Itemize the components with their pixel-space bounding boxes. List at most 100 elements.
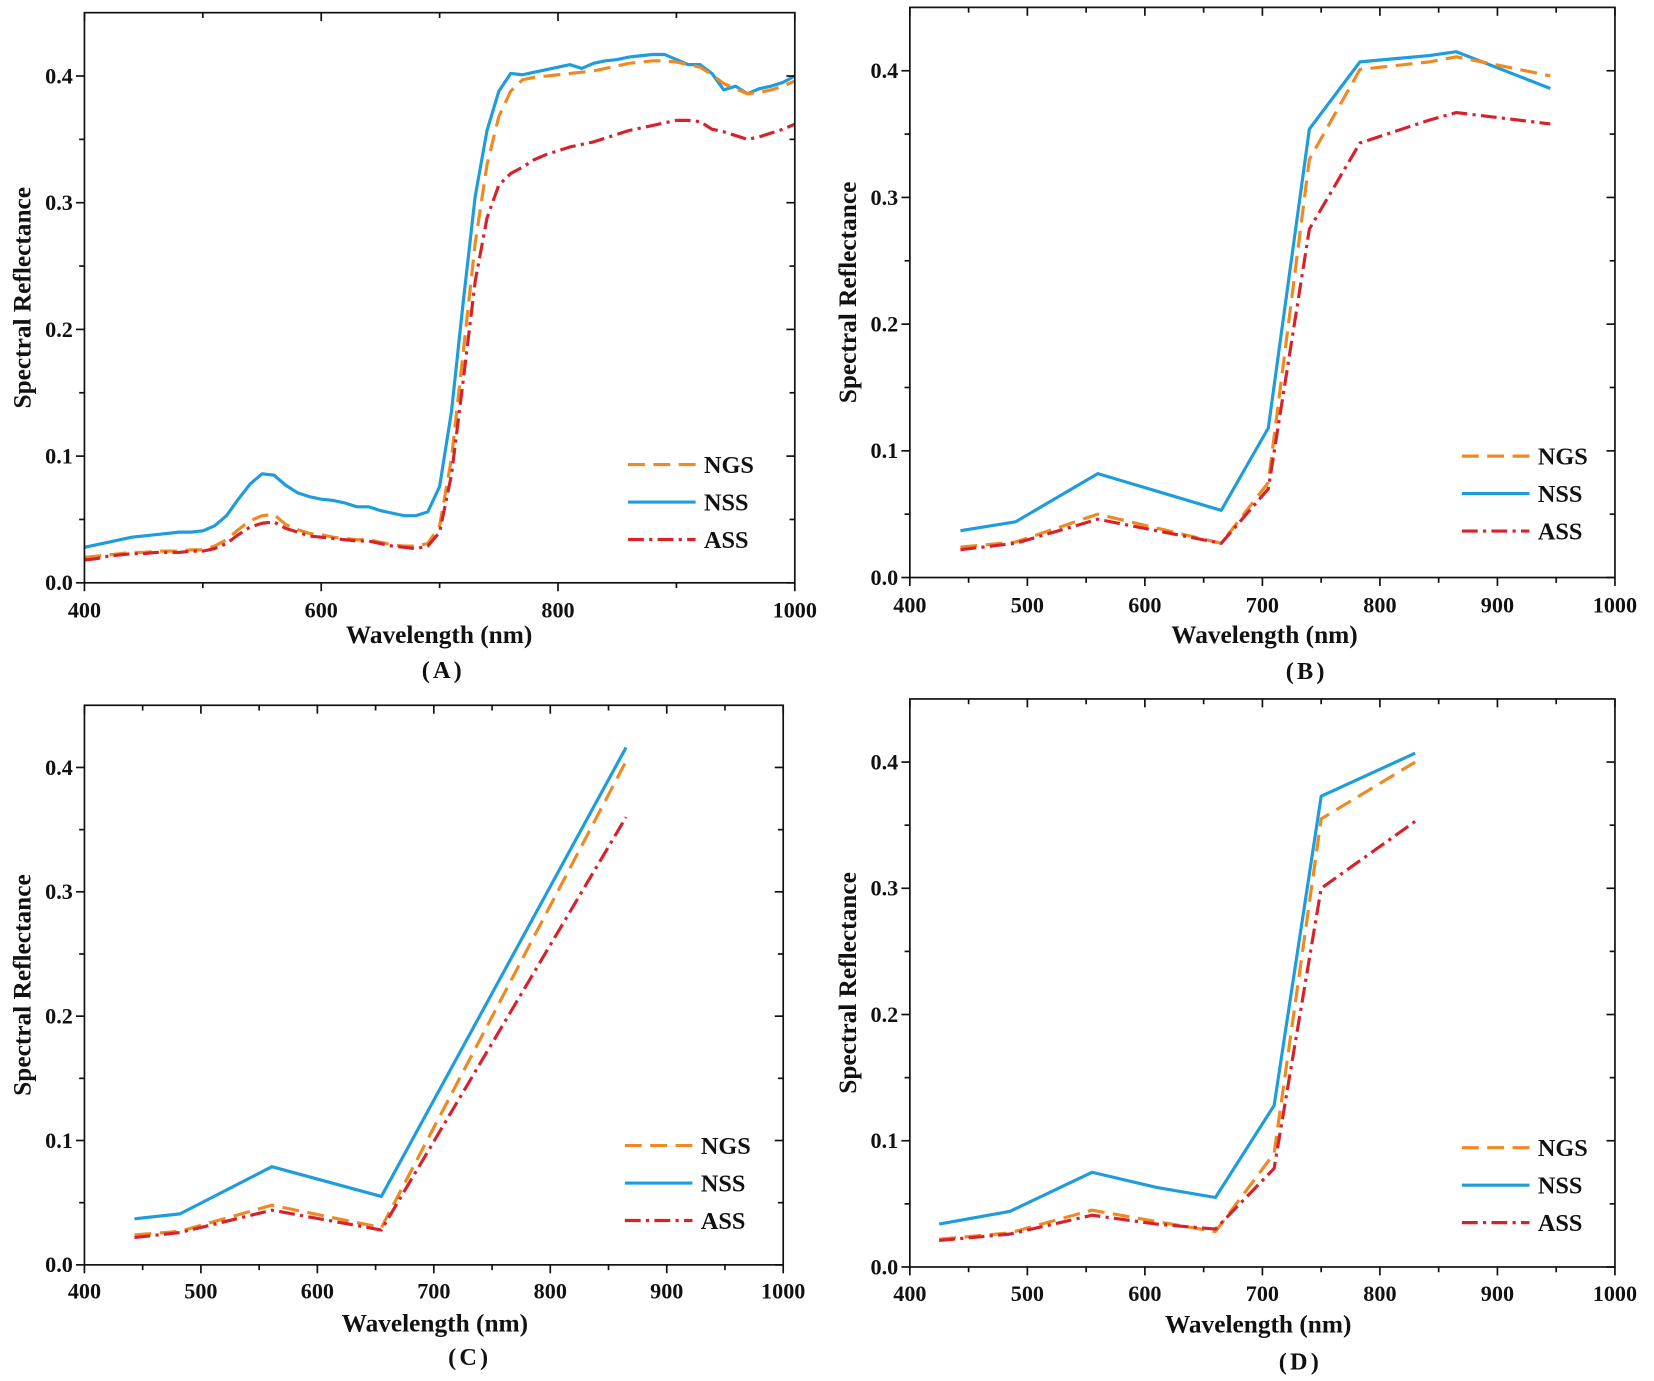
legend: NGS NSS ASS (624, 1133, 751, 1235)
y-axis-label: Spectral Reflectance (9, 187, 37, 409)
y-tick-label: 0.3 (45, 879, 73, 904)
x-axis-label: Wavelength (nm) (342, 1309, 528, 1337)
y-axis-label: Spectral Reflectance (834, 182, 862, 404)
legend-entry-nss: NSS (1461, 481, 1583, 508)
legend-entry-ngs: NGS (628, 452, 754, 479)
y-tick-label: 0.4 (871, 58, 899, 83)
x-tick-label: 800 (534, 1279, 567, 1304)
series-line-nss (938, 751, 1416, 1226)
legend-label-ngs: NGS (704, 452, 754, 479)
x-tick-label: 600 (305, 598, 338, 623)
y-tick-label: 0.4 (871, 749, 899, 774)
series-line-nss (960, 50, 1551, 533)
legend-label-ass: ASS (1538, 1210, 1583, 1237)
panel-label: (C) (448, 1344, 491, 1371)
y-tick-label: 0.2 (871, 312, 899, 337)
plot-area: 400 500 600 700 800 900 1000 0.0 0.1 0.2 0.3 0.4 (871, 698, 1637, 1306)
series-line-nss (134, 746, 628, 1221)
x-axis-label: Wavelength (nm) (1165, 1310, 1351, 1338)
y-tick-label: 0.1 (871, 438, 899, 463)
series-line-ngs (134, 760, 628, 1237)
plot-frame (83, 704, 785, 1266)
legend-entry-ngs: NGS (624, 1133, 751, 1160)
x-tick-label: 700 (1246, 1281, 1279, 1306)
legend-entry-nss: NSS (628, 489, 749, 516)
legend-label-ngs: NGS (701, 1133, 751, 1160)
y-tick-label: 0.2 (871, 1002, 899, 1027)
plot-area: 400 500 600 700 800 900 1000 0.0 0.1 0.2 0.3 0.4 (871, 6, 1637, 617)
y-tick-label: 0.2 (45, 1004, 73, 1029)
legend-label-ass: ASS (704, 527, 749, 554)
legend: NGS NSS ASS (628, 452, 754, 554)
y-tick-label: 0.0 (45, 1252, 73, 1277)
y-axis-label: Spectral Reflectance (834, 872, 862, 1094)
x-tick-label: 800 (541, 598, 574, 623)
legend-label-ass: ASS (701, 1208, 746, 1235)
y-tick-label: 0.1 (871, 1128, 899, 1153)
series-line-ass (134, 816, 628, 1240)
y-tick-label: 0.3 (45, 190, 73, 215)
x-tick-label: 800 (1363, 592, 1396, 617)
series-line-nss (84, 52, 796, 549)
series-line-ngs (939, 760, 1416, 1241)
y-tick-label: 0.4 (45, 755, 73, 780)
series-line-ass (84, 118, 796, 562)
x-tick-label: 1000 (1593, 592, 1637, 617)
x-tick-label: 900 (1481, 592, 1514, 617)
legend-label-nss: NSS (1538, 1173, 1583, 1200)
x-tick-label: 400 (893, 1281, 926, 1306)
y-tick-label: 0.0 (871, 1254, 899, 1279)
x-tick-label: 1000 (1593, 1281, 1637, 1306)
y-tick-label: 0.1 (45, 1128, 73, 1153)
x-tick-label: 500 (184, 1279, 217, 1304)
legend-label-ngs: NGS (1538, 444, 1588, 471)
series-line-ass (960, 110, 1551, 552)
legend-entry-ass: ASS (628, 527, 749, 554)
y-tick-label: 0.3 (871, 876, 899, 901)
y-tick-label: 0.0 (45, 570, 73, 595)
panel-b: 400 500 600 700 800 900 1000 0.0 0.1 0.2 0.3 0.4 NG… (834, 6, 1637, 685)
legend: NGS NSS ASS (1461, 1135, 1588, 1237)
panel-label: (B) (1286, 658, 1328, 685)
x-tick-label: 600 (1128, 1281, 1161, 1306)
x-tick-label: 1000 (761, 1279, 805, 1304)
legend-entry-ass: ASS (1461, 1210, 1583, 1237)
x-tick-label: 800 (1363, 1281, 1396, 1306)
panel-a: 400 600 800 1000 0.0 0.1 0.2 0.3 0.4 NGS NSS ASS S… (9, 11, 817, 684)
legend-entry-nss: NSS (1461, 1173, 1583, 1200)
x-tick-label: 900 (650, 1279, 683, 1304)
series-line-ass (939, 820, 1417, 1243)
x-tick-label: 500 (1011, 592, 1044, 617)
plot-frame (909, 698, 1616, 1268)
legend-entry-ass: ASS (624, 1208, 746, 1235)
legend-label-nss: NSS (1538, 481, 1583, 508)
x-tick-label: 400 (68, 1279, 101, 1304)
x-tick-label: 600 (1128, 592, 1161, 617)
panel-d: 400 500 600 700 800 900 1000 0.0 0.1 0.2 0.3 0.4 NG… (834, 698, 1637, 1375)
legend-entry-ngs: NGS (1461, 444, 1588, 471)
y-tick-label: 0.4 (45, 63, 73, 88)
legend-label-nss: NSS (701, 1170, 746, 1197)
x-axis-label: Wavelength (nm) (1171, 621, 1357, 649)
legend: NGS NSS ASS (1461, 444, 1588, 546)
legend-label-nss: NSS (704, 489, 749, 516)
panel-label: (D) (1279, 1348, 1322, 1375)
panel-c: 400 500 600 700 800 900 1000 0.0 0.1 0.2 0.3 0.4 NG… (9, 704, 805, 1371)
plot-area: 400 600 800 1000 0.0 0.1 0.2 0.3 0.4 (45, 11, 817, 623)
x-tick-label: 400 (68, 598, 101, 623)
plot-area: 400 500 600 700 800 900 1000 0.0 0.1 0.2 0.3 0.4 (45, 704, 805, 1304)
plot-frame (83, 11, 796, 584)
y-tick-label: 0.2 (45, 317, 73, 342)
x-tick-label: 400 (893, 592, 926, 617)
x-tick-label: 900 (1481, 1281, 1514, 1306)
x-tick-label: 700 (417, 1279, 450, 1304)
x-tick-label: 1000 (773, 598, 817, 623)
y-axis-label: Spectral Reflectance (9, 874, 37, 1096)
legend-label-ngs: NGS (1538, 1135, 1588, 1162)
legend-entry-ass: ASS (1461, 519, 1582, 546)
panel-label: (A) (422, 657, 465, 684)
x-axis-label: Wavelength (nm) (346, 621, 532, 649)
y-tick-label: 0.3 (871, 185, 899, 210)
x-tick-label: 500 (1011, 1281, 1044, 1306)
